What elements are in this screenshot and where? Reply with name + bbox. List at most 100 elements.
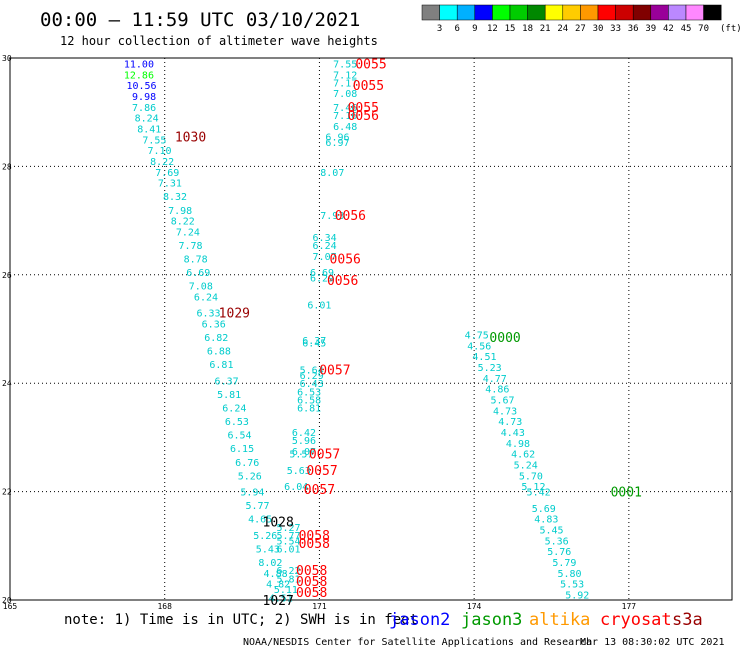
wave-height-point: 5.54 (276, 536, 300, 547)
wave-height-point: 5.64 (300, 366, 324, 377)
wave-height-point: 5.42 (527, 488, 551, 499)
wave-height-point: 5.76 (547, 547, 571, 558)
colorbar-label: 21 (540, 24, 551, 34)
wave-height-point: 5.92 (565, 591, 589, 602)
wave-height-point: 7.16 (333, 111, 357, 122)
colorbar-swatch (580, 4, 599, 21)
pass-time-label: 1028 (263, 515, 294, 530)
pass-time-label: 0058 (296, 586, 327, 601)
wave-height-point: 6.69 (310, 268, 334, 279)
wave-height-point: 6.82 (204, 333, 228, 344)
wave-height-point: 6.81 (297, 404, 321, 415)
colorbar-swatch (439, 4, 458, 21)
wave-height-point: 5.24 (514, 461, 538, 472)
colorbar-label: 18 (522, 24, 533, 34)
wave-height-point: 5.94 (240, 488, 264, 499)
colorbar-label: 3 (437, 24, 442, 34)
colorbar-label: 12 (487, 24, 498, 34)
x-tick-label: 174 (467, 602, 482, 611)
wave-height-point: 6.81 (209, 360, 233, 371)
wave-height-point: 5.26 (238, 471, 262, 482)
wave-height-point: 5.26 (253, 531, 277, 542)
wave-height-point: 6.76 (235, 458, 259, 469)
plot-frame (9, 57, 733, 601)
pass-time-label: 0056 (335, 209, 366, 224)
colorbar-unit: (ft) (720, 24, 740, 34)
wave-height-point: 6.24 (194, 292, 218, 303)
colorbar-label: 6 (454, 24, 459, 34)
wave-height-point: 8.22 (150, 157, 174, 168)
wave-height-point: 4.77 (483, 374, 507, 385)
wave-height-point: 5.79 (552, 558, 576, 569)
wave-height-point: 4.86 (485, 385, 509, 396)
wave-height-point: 5.63 (287, 466, 311, 477)
wave-height-point: 10.56 (126, 81, 156, 92)
wave-height-point: 6.45 (302, 339, 326, 350)
wave-height-point: 5.81 (276, 574, 300, 585)
wave-height-point: 6.37 (302, 336, 326, 347)
wave-height-point: 7.93 (320, 211, 344, 222)
wave-height-point: 6.29 (300, 371, 324, 382)
wave-height-point: 5.69 (532, 504, 556, 515)
chart-subtitle: 12 hour collection of altimeter wave hei… (60, 34, 378, 48)
colorbar-swatch (562, 4, 581, 21)
grid-lines (10, 58, 732, 600)
wave-height-point: 7.78 (178, 241, 202, 252)
wave-height-point: 5.43 (256, 545, 280, 556)
wave-height-point: 12.86 (124, 70, 154, 81)
footer: note: 1) Time is in UTC; 2) SWH is in fe… (64, 610, 725, 648)
wave-height-point: 8.07 (320, 168, 344, 179)
colorbar-label: 45 (681, 24, 692, 34)
colorbar-label: 24 (557, 24, 568, 34)
colorbar-label: 42 (663, 24, 674, 34)
colorbar-swatch (544, 4, 564, 21)
wave-height-point: 8.41 (137, 124, 161, 135)
wave-height-point: 7.12 (333, 70, 357, 81)
colorbar-swatch (527, 4, 546, 21)
wave-height-point: 4.73 (493, 406, 517, 417)
wave-height-point: 4.83 (534, 515, 558, 526)
y-tick-label: 30 (2, 54, 12, 63)
wave-height-point: 7.55 (142, 135, 166, 146)
wave-height-point: 6.58 (297, 395, 321, 406)
wave-height-point: 4.51 (269, 593, 293, 604)
wave-height-point: 6.22 (276, 566, 300, 577)
pass-time-label: 0056 (348, 109, 379, 124)
wave-height-point: 6.15 (230, 444, 254, 455)
x-tick-label: 177 (622, 602, 637, 611)
wave-height-point: 7.55 (333, 59, 357, 70)
y-tick-label: 26 (2, 271, 12, 280)
wave-height-point: 5.12 (521, 482, 545, 493)
wave-height-point: 6.24 (313, 241, 337, 252)
wave-height-point: 7.10 (148, 146, 172, 157)
pass-time-label: 0057 (309, 448, 340, 463)
wave-height-point: 6.07 (292, 447, 316, 458)
wave-height-point: 7.07 (313, 252, 337, 263)
wave-height-point: 8.78 (184, 255, 208, 266)
wave-height-point: 4.51 (472, 352, 496, 363)
wave-height-point: 8.24 (135, 114, 159, 125)
colorbar-swatch (492, 4, 511, 21)
wave-height-point: 6.04 (284, 482, 308, 493)
wave-height-point: 6.54 (227, 431, 251, 442)
pass-time-label: 1027 (263, 594, 294, 609)
wave-height-point: 5.80 (558, 569, 582, 580)
colorbar-label: 27 (575, 24, 586, 34)
chart-title: 00:00 – 11:59 UTC 03/10/2021 (40, 9, 360, 31)
header: 00:00 – 11:59 UTC 03/10/2021 12 hour col… (40, 9, 378, 48)
wave-height-point: 5.70 (519, 471, 543, 482)
wave-height-point: 4.62 (511, 450, 535, 461)
footer-timestamp: Mar 13 08:30:02 UTC 2021 (580, 637, 725, 648)
y-tick-label: 20 (2, 596, 12, 605)
tick-labels: 165 168 171 174 177 30 28 26 24 22 20 (2, 54, 636, 611)
wave-height-point: 5.96 (292, 436, 316, 447)
satellite-legend-s3a: s3a (672, 610, 703, 630)
pass-time-label: 0055 (353, 79, 384, 94)
colorbar-swatch (632, 4, 652, 21)
pass-time-label: 0057 (306, 464, 337, 479)
colorbar-swatch (668, 4, 687, 21)
pass-time-label: 0000 (489, 331, 520, 346)
wave-height-point: 6.97 (325, 138, 349, 149)
colorbar-swatch (597, 4, 616, 21)
wave-height-point: 6.24 (222, 404, 246, 415)
